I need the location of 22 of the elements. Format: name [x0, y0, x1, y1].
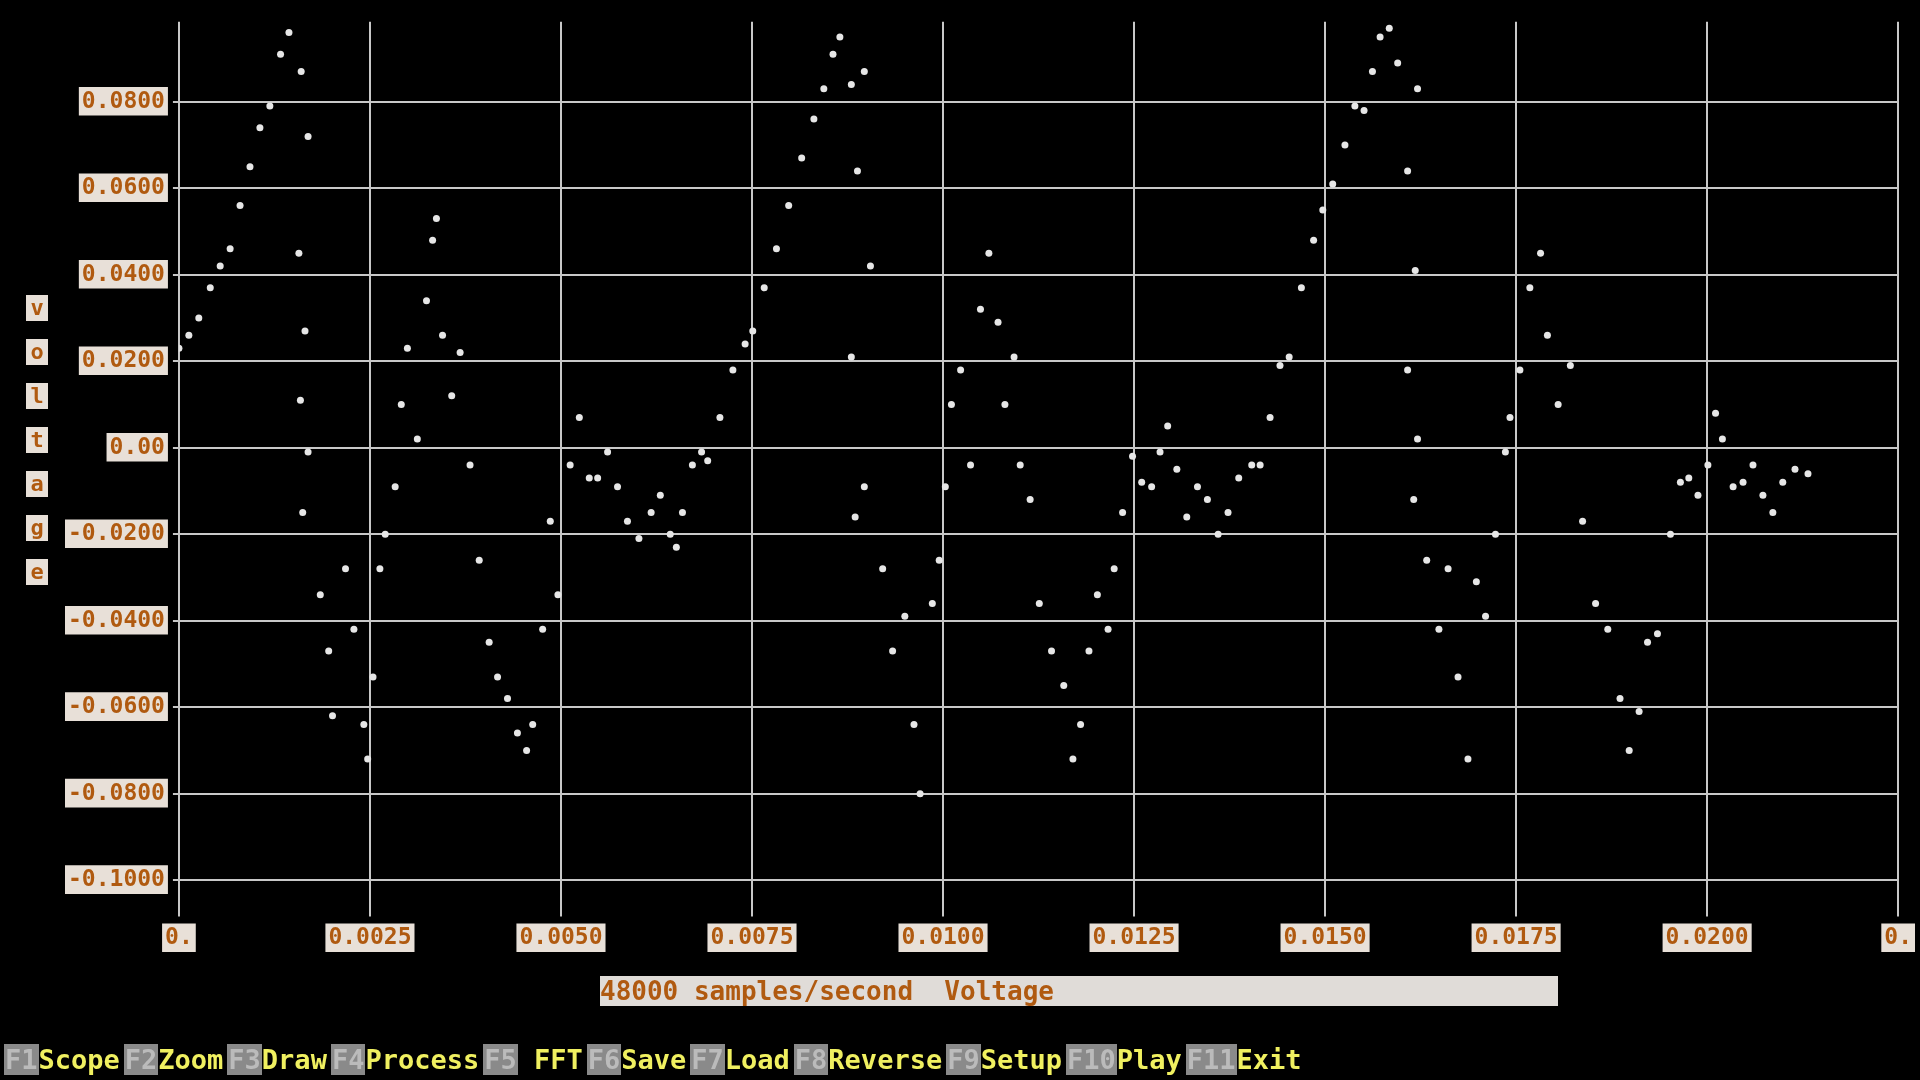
x-tick-label: 0.0150: [1283, 923, 1367, 950]
y-tick-label: 0.0200: [81, 346, 165, 373]
x-tick-label: 0.0125: [1092, 923, 1176, 950]
y-tick-label: 0.00: [109, 432, 165, 459]
x-tick-label: 0.: [165, 923, 193, 950]
y-tick-label: 0.0400: [81, 259, 165, 286]
x-tick-label: 0.: [1884, 923, 1912, 950]
y-tick-label: -0.0200: [67, 519, 165, 546]
x-tick-label: 0.0175: [1474, 923, 1558, 950]
y-tick-label: -0.0600: [67, 692, 165, 719]
x-tick-label: 0.0025: [328, 923, 412, 950]
x-tick-label: 0.0075: [710, 923, 794, 950]
y-tick-label: -0.0400: [67, 605, 165, 632]
x-tick-label: 0.0100: [901, 923, 985, 950]
y-tick-label: -0.0800: [67, 778, 165, 805]
x-axis-title: 48000 samples/second Voltage: [600, 976, 1558, 1006]
y-tick-label: 0.0600: [81, 173, 165, 200]
y-tick-label: 0.0800: [81, 86, 165, 113]
y-tick-label: -0.1000: [67, 865, 165, 892]
x-tick-label: 0.0050: [519, 923, 603, 950]
x-tick-label: 0.0200: [1665, 923, 1749, 950]
y-axis-title: voltage: [29, 295, 45, 585]
